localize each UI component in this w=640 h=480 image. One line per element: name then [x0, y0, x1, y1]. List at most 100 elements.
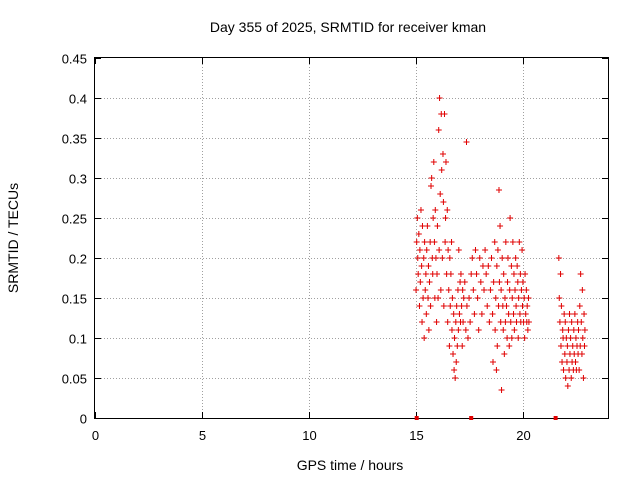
- data-point: [525, 295, 532, 301]
- data-point: [492, 295, 499, 301]
- data-point: [438, 167, 445, 173]
- data-point: [581, 327, 588, 333]
- data-point: [562, 319, 569, 325]
- data-point: [486, 319, 493, 325]
- data-point: [576, 367, 583, 373]
- data-point: [502, 319, 509, 325]
- y-tick-label: 0.05: [62, 372, 87, 387]
- data-point: [460, 295, 467, 301]
- data-point: [422, 287, 429, 293]
- data-point: [464, 335, 471, 341]
- data-point: [444, 319, 451, 325]
- data-point: [504, 279, 511, 285]
- data-point: [459, 287, 466, 293]
- data-point: [479, 263, 486, 269]
- data-point: [423, 247, 430, 253]
- data-point: [439, 151, 446, 157]
- data-point: [420, 255, 427, 261]
- data-point: [414, 215, 421, 221]
- data-point: [564, 343, 571, 349]
- data-point: [434, 271, 440, 277]
- data-point: [452, 375, 459, 381]
- data-point: [567, 335, 574, 341]
- data-point: [561, 351, 568, 357]
- data-point: [516, 311, 523, 317]
- data-point: [490, 279, 497, 285]
- data-point: [519, 247, 526, 253]
- data-point: [430, 159, 437, 165]
- data-point: [448, 327, 455, 333]
- data-point: [507, 215, 514, 221]
- data-point: [494, 247, 501, 253]
- data-point: [434, 223, 441, 229]
- data-point: [473, 271, 480, 277]
- data-point: [498, 387, 505, 393]
- data-point: [513, 303, 520, 309]
- data-point: [509, 295, 516, 301]
- data-point: [521, 335, 528, 341]
- data-point: [581, 343, 588, 349]
- data-point: [476, 255, 483, 261]
- data-point: [435, 295, 442, 301]
- data-point: [496, 279, 503, 285]
- data-point: [449, 295, 456, 301]
- data-point: [503, 303, 510, 309]
- data-point: [576, 303, 583, 309]
- data-point: [437, 287, 444, 293]
- data-point: [564, 383, 571, 389]
- y-tick-label: 0.2: [69, 252, 87, 267]
- data-point: [522, 271, 529, 277]
- data-point: [415, 231, 422, 237]
- data-point: [561, 311, 568, 317]
- data-point: [508, 263, 515, 269]
- data-point: [445, 247, 452, 253]
- data-point: [455, 327, 462, 333]
- y-tick-label: 0.15: [62, 292, 87, 307]
- data-point: [565, 327, 572, 333]
- data-point: [458, 303, 465, 309]
- data-point: [556, 319, 563, 325]
- data-point: [572, 335, 579, 341]
- data-point: [493, 367, 500, 373]
- data-point: [525, 319, 532, 325]
- data-point: [581, 311, 588, 317]
- data-point: [578, 351, 585, 357]
- data-point: [504, 255, 511, 261]
- grid-lines: [95, 58, 608, 418]
- data-point: [456, 311, 463, 317]
- data-point: [428, 183, 435, 189]
- data-point: [522, 311, 529, 317]
- x-tick-label: 15: [409, 428, 423, 443]
- data-point: [413, 287, 420, 293]
- data-point: [463, 303, 470, 309]
- data-point: [555, 255, 562, 261]
- data-point: [510, 271, 517, 277]
- data-point: [490, 359, 497, 365]
- x-tick-label: 20: [516, 428, 530, 443]
- data-point: [415, 271, 422, 277]
- data-point: [466, 295, 473, 301]
- data-point: [422, 271, 429, 277]
- data-point: [499, 255, 506, 261]
- data-point: [442, 239, 449, 245]
- y-tick-label: 0: [80, 412, 87, 427]
- data-point: [494, 343, 501, 349]
- data-point: [493, 263, 500, 269]
- data-point: [432, 207, 439, 213]
- data-point: [418, 263, 425, 269]
- data-point: [500, 327, 507, 333]
- x-axis-label: GPS time / hours: [297, 457, 404, 473]
- data-point: [524, 327, 531, 333]
- data-point: [419, 319, 426, 325]
- data-point: [497, 223, 504, 229]
- y-tick-label: 0.1: [69, 332, 87, 347]
- data-point: [416, 303, 423, 309]
- data-point: [450, 311, 457, 317]
- data-point: [483, 271, 490, 277]
- x-tick-label: 10: [302, 428, 316, 443]
- data-point: [416, 247, 423, 253]
- data-point: [446, 343, 453, 349]
- data-point: [472, 247, 479, 253]
- data-point: [485, 263, 492, 269]
- data-point: [491, 239, 498, 245]
